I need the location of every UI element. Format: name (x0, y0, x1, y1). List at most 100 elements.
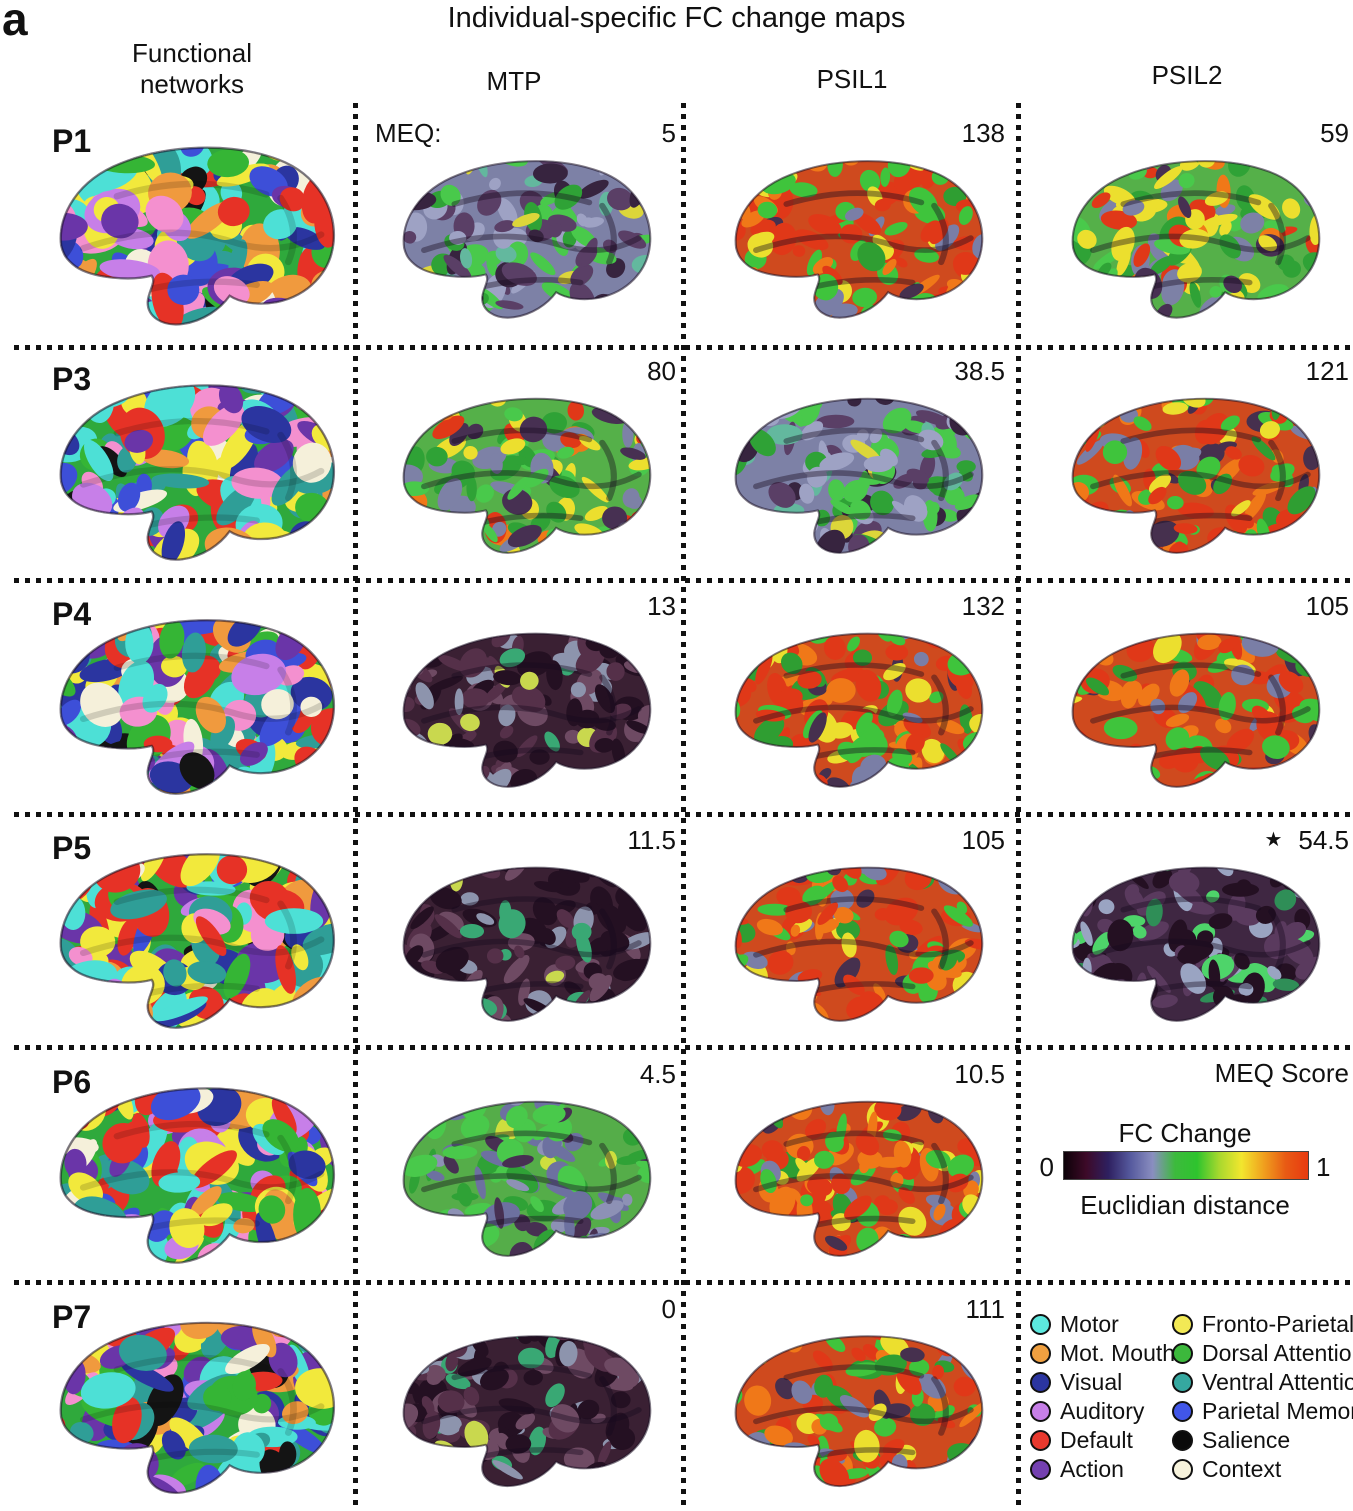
functional-networks-brain-P3 (40, 363, 348, 575)
fc-change-map-P6-MTP (385, 1082, 663, 1270)
legend-column-2: Fronto-Parietal Dorsal Attention Ventral A… (1172, 1310, 1353, 1484)
row-P6: P6 4.5 10.5 (0, 1046, 1353, 1281)
figure-title: Individual-specific FC change maps (447, 2, 906, 34)
legend-color-swatch (1030, 1314, 1051, 1335)
meq-value-P7-MTP: 0 (661, 1294, 676, 1324)
meq-value-P5-PSIL2: ★ 54.5 (1264, 825, 1349, 855)
cell-P1-functional-networks (28, 105, 350, 343)
legend-label: Parietal Memory (1202, 1398, 1353, 1424)
brain-surface (734, 1335, 983, 1488)
legend-item-dorsal-attention: Dorsal Attention (1172, 1339, 1353, 1368)
row-label: P6 (52, 1064, 92, 1100)
cell-P5-functional-networks (28, 812, 350, 1046)
divider-horizontal-3 (14, 812, 1353, 817)
network-legend: Motor Mot. Mouth Visual Auditory Default Acti… (1030, 1310, 1353, 1484)
row-P4: P4 13 132 105 (0, 578, 1353, 812)
legend-item-parietal-memory: Parietal Memory (1172, 1397, 1353, 1426)
meq-score-caption: MEQ Score (1214, 1058, 1349, 1088)
cell-P7-mtp: 0 (363, 1281, 677, 1511)
fc-change-map-P4-PSIL2 (1054, 614, 1332, 801)
legend-label: Mot. Mouth (1060, 1340, 1176, 1366)
brain-surface (59, 384, 336, 561)
meq-value-P4-PSIL1: 132 (961, 591, 1005, 621)
brain-surface (402, 632, 652, 788)
legend-color-swatch (1172, 1430, 1193, 1451)
brain-surface (59, 853, 336, 1029)
brain-surface (734, 160, 983, 319)
cell-P7-functional-networks (28, 1281, 350, 1511)
colorbar-min: 0 (1039, 1152, 1054, 1182)
row-label: P3 (52, 361, 92, 397)
fc-change-map-P1-PSIL2 (1054, 141, 1332, 332)
legend-item-fronto-parietal: Fronto-Parietal (1172, 1310, 1353, 1339)
fc-change-map-P6-PSIL1 (717, 1082, 995, 1270)
fc-change-map-P3-MTP (385, 379, 663, 567)
meq-value-P1-PSIL2: 59 (1320, 118, 1349, 148)
functional-networks-brain-P6 (40, 1066, 348, 1278)
divider-vertical-3 (1016, 103, 1021, 1511)
row-P3: P3 80 38.5 121 (0, 343, 1353, 578)
legend-color-swatch (1172, 1401, 1193, 1422)
cell-P4-mtp: 13 (363, 578, 677, 812)
brain-surface (1071, 866, 1320, 1022)
meq-value-P3-PSIL1: 38.5 (954, 356, 1005, 386)
legend-label: Context (1202, 1456, 1282, 1482)
row-label: P5 (52, 830, 92, 866)
legend-item-context: Context (1172, 1455, 1353, 1484)
meq-value-P1-MTP: 5 (661, 118, 676, 148)
divider-vertical-1 (353, 103, 358, 1511)
divider-horizontal-2 (14, 578, 1353, 583)
meq-prefix-label: MEQ: (375, 118, 442, 148)
functional-networks-brain-P1 (40, 125, 348, 340)
legend-item-visual: Visual (1030, 1368, 1172, 1397)
brain-surface (402, 1335, 652, 1488)
significance-asterisk: ★ (1264, 829, 1283, 851)
legend-label: Motor (1060, 1311, 1119, 1337)
legend-item-ventral-attention: Ventral Attention (1172, 1368, 1353, 1397)
legend-color-swatch (1030, 1430, 1051, 1451)
meq-value-P7-PSIL1: 111 (965, 1294, 1005, 1324)
cell-P3-functional-networks (28, 343, 350, 578)
row-P7: P7 0 111 (0, 1281, 1353, 1511)
legend-item-mot-mouth: Mot. Mouth (1030, 1339, 1176, 1368)
cell-P5-psil1: 105 (690, 812, 1013, 1046)
cell-P4-functional-networks (28, 578, 350, 812)
legend-label: Auditory (1060, 1398, 1145, 1424)
legend-label: Ventral Attention (1202, 1369, 1353, 1395)
brain-surface (1071, 397, 1320, 554)
meq-value-P4-MTP: 13 (647, 591, 676, 621)
brain-surface (59, 1321, 336, 1494)
colorbar-gradient (1063, 1151, 1309, 1180)
meq-value-P1-PSIL1: 138 (961, 118, 1005, 148)
colorbar-units-label: Euclidian distance (1080, 1190, 1290, 1220)
brain-surface (734, 1100, 983, 1257)
legend-label: Visual (1060, 1369, 1123, 1395)
brain-surface (734, 632, 983, 788)
cell-P3-psil1: 38.5 (690, 343, 1013, 578)
divider-horizontal-4 (14, 1045, 1353, 1050)
cell-P1-mtp: 5 MEQ: (363, 105, 677, 343)
brain-surface (59, 619, 336, 795)
brain-surface (59, 146, 336, 326)
meq-value-P3-MTP: 80 (647, 356, 676, 386)
panel-letter: a (2, 0, 28, 45)
column-header-functional-networks: Functional networks (132, 38, 252, 99)
cell-P1-psil2: 59 (1024, 105, 1353, 343)
cell-P1-psil1: 138 (690, 105, 1013, 343)
cell-P7-psil1: 111 (690, 1281, 1013, 1511)
fc-change-map-P5-MTP (385, 848, 663, 1035)
column-header-psil2: PSIL2 (1151, 60, 1223, 90)
cell-P4-psil1: 132 (690, 578, 1013, 812)
fc-change-map-P4-PSIL1 (717, 614, 995, 801)
meq-value-P3-PSIL2: 121 (1305, 356, 1349, 386)
brain-surface (1071, 632, 1320, 788)
legend-color-swatch (1030, 1459, 1051, 1480)
legend-item-salience: Salience (1172, 1426, 1353, 1455)
legend-label: Action (1060, 1456, 1124, 1482)
row-P5: P5 11.5 105 ★ 54.5 (0, 812, 1353, 1046)
meq-value-P5-PSIL1: 105 (961, 825, 1005, 855)
fc-change-map-P1-MTP (385, 141, 663, 332)
legend-item-motor: Motor (1030, 1310, 1172, 1339)
brain-surface (402, 1100, 652, 1257)
